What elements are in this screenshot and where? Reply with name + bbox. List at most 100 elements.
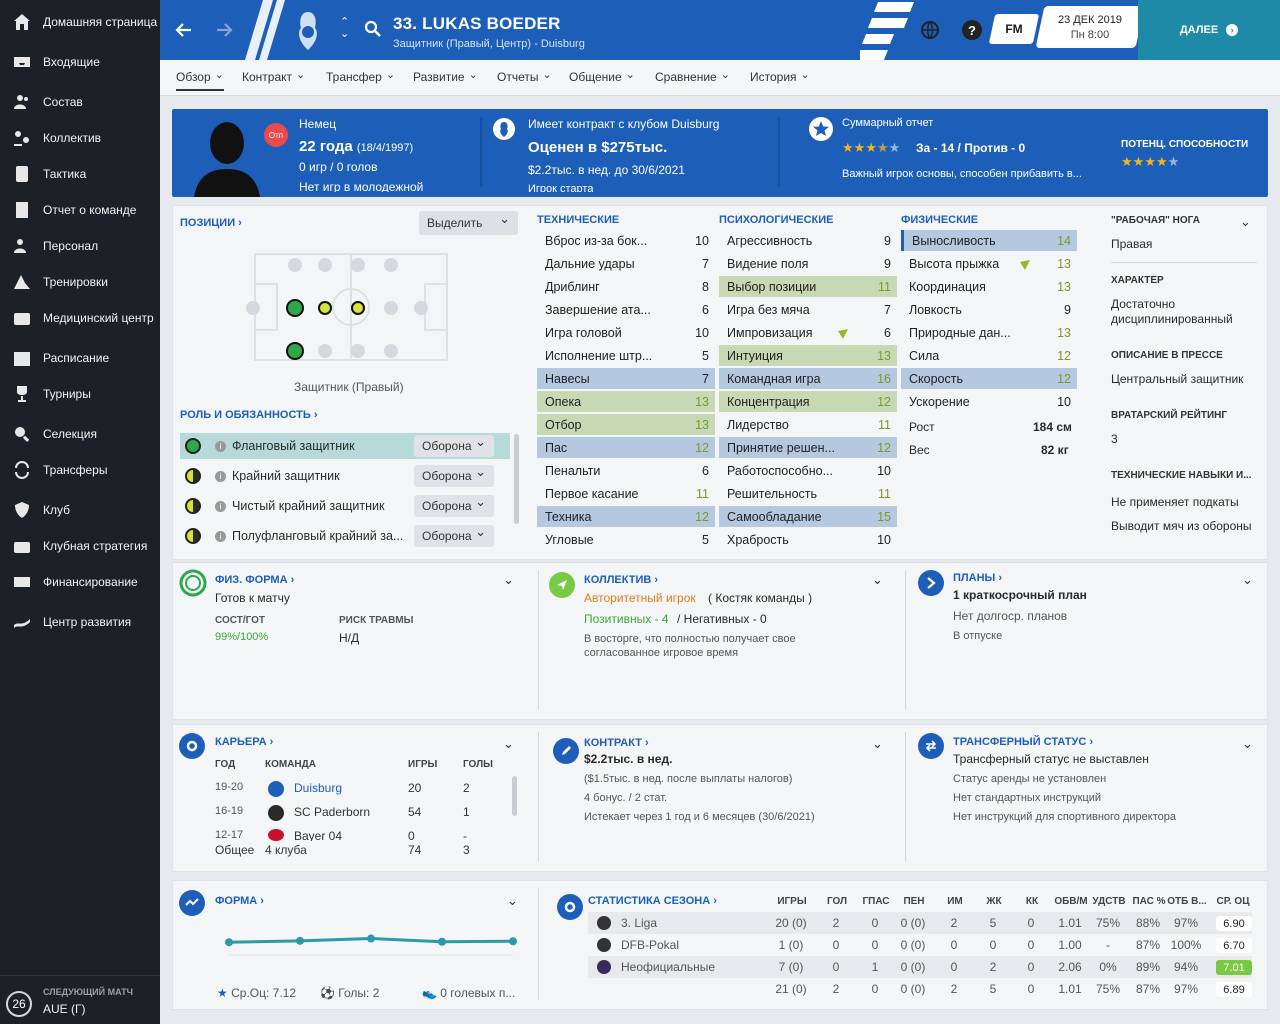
- attribute-physical[interactable]: Сила 12: [901, 345, 1077, 366]
- player-cycle-arrows[interactable]: ⌃ ⌄: [340, 16, 350, 40]
- info-icon[interactable]: i: [215, 440, 226, 452]
- info-icon[interactable]: i: [215, 500, 226, 512]
- sidebar-item-dynamics[interactable]: Коллектив: [0, 123, 160, 153]
- status-badge[interactable]: Отп: [264, 123, 288, 147]
- attribute-mental[interactable]: Лидерство 11: [719, 414, 897, 435]
- form-point[interactable]: [438, 937, 446, 946]
- sidebar-item-scouting[interactable]: Селекция: [0, 419, 160, 449]
- tab-2[interactable]: Трансфер: [326, 70, 395, 84]
- attribute-technical[interactable]: Навесы 7: [537, 368, 715, 389]
- positions-title[interactable]: ПОЗИЦИИ: [180, 217, 242, 229]
- attribute-mental[interactable]: Концентрация 12: [719, 391, 897, 412]
- season-stats-title[interactable]: СТАТИСТИКА СЕЗОНА: [588, 895, 717, 907]
- form-point[interactable]: [296, 936, 304, 945]
- attribute-physical[interactable]: Координация 13: [901, 276, 1077, 297]
- chevron-down-icon[interactable]: ⌄: [872, 736, 883, 751]
- sidebar-item-staff[interactable]: Персонал: [0, 231, 160, 261]
- sidebar-item-medical[interactable]: Медицинский центр: [0, 303, 160, 333]
- attribute-mental[interactable]: Агрессивность 9: [719, 230, 897, 251]
- sidebar-item-home[interactable]: Домашняя страница: [0, 7, 160, 37]
- attribute-technical[interactable]: Отбор 13: [537, 414, 715, 435]
- sidebar-item-tactics[interactable]: Тактика: [0, 159, 160, 189]
- season-row[interactable]: [588, 912, 1252, 934]
- sidebar-item-calendar[interactable]: Расписание: [0, 343, 160, 373]
- forward-button[interactable]: [212, 18, 236, 42]
- attribute-physical[interactable]: Природные дан... 13: [901, 322, 1077, 343]
- attribute-mental[interactable]: Командная игра 16: [719, 368, 897, 389]
- attribute-mental[interactable]: Интуиция 13: [719, 345, 897, 366]
- fitness-title[interactable]: ФИЗ. ФОРМА: [215, 574, 294, 586]
- role-row[interactable]: i Полуфланговый крайний за... Оборона: [180, 523, 510, 549]
- role-duty-select[interactable]: Оборона: [414, 494, 494, 517]
- form-point[interactable]: [509, 937, 517, 946]
- attribute-technical[interactable]: Пенальти 6: [537, 460, 715, 481]
- plans-title[interactable]: ПЛАНЫ: [953, 572, 1002, 584]
- career-title[interactable]: КАРЬЕРА: [215, 736, 273, 748]
- tab-7[interactable]: История: [750, 70, 810, 84]
- sidebar-item-development[interactable]: Центр развития: [0, 607, 160, 637]
- globe-icon[interactable]: [920, 20, 940, 40]
- attribute-technical[interactable]: Дальние удары 7: [537, 253, 715, 274]
- role-row[interactable]: i Крайний защитник Оборона: [180, 463, 510, 489]
- role-row[interactable]: i Фланговый защитник Оборона: [180, 433, 510, 459]
- attribute-mental[interactable]: Принятие решен... 12: [719, 437, 897, 458]
- attribute-technical[interactable]: Техника 12: [537, 506, 715, 527]
- attribute-mental[interactable]: Импровизация 6: [719, 322, 897, 343]
- sidebar-item-club[interactable]: Клуб: [0, 495, 160, 525]
- attribute-mental[interactable]: Игра без мяча 7: [719, 299, 897, 320]
- info-icon[interactable]: i: [215, 470, 226, 482]
- sidebar-item-transfers[interactable]: Трансферы: [0, 455, 160, 485]
- sidebar-item-report[interactable]: Отчет о команде: [0, 195, 160, 225]
- search-icon[interactable]: [364, 20, 382, 38]
- attribute-physical[interactable]: Высота прыжка 13: [901, 253, 1077, 274]
- attribute-technical[interactable]: Опека 13: [537, 391, 715, 412]
- tab-5[interactable]: Общение: [569, 70, 635, 84]
- attribute-technical[interactable]: Дриблинг 8: [537, 276, 715, 297]
- sidebar-item-squad[interactable]: Состав: [0, 87, 160, 117]
- highlight-select[interactable]: Выделить: [419, 211, 518, 235]
- attribute-mental[interactable]: Самообладание 15: [719, 506, 897, 527]
- attribute-mental[interactable]: Храбрость 10: [719, 529, 897, 550]
- next-match[interactable]: 26 СЛЕДУЮЩИЙ МАТЧ AUE (Г): [0, 975, 160, 1024]
- chevron-down-icon[interactable]: ⌄: [1240, 214, 1251, 229]
- fm-button[interactable]: FM: [1005, 22, 1023, 36]
- form-title[interactable]: ФОРМА: [215, 895, 264, 907]
- form-point[interactable]: [367, 934, 375, 943]
- attribute-mental[interactable]: Выбор позиции 11: [719, 276, 897, 297]
- tab-6[interactable]: Сравнение: [655, 70, 730, 84]
- roles-scrollbar[interactable]: [514, 434, 519, 524]
- attribute-technical[interactable]: Исполнение штр... 5: [537, 345, 715, 366]
- attribute-technical[interactable]: Первое касание 11: [537, 483, 715, 504]
- chevron-down-icon[interactable]: ⌄: [872, 572, 883, 587]
- back-button[interactable]: [172, 18, 196, 42]
- tab-3[interactable]: Развитие: [413, 70, 478, 84]
- attribute-physical[interactable]: Ускорение 10: [901, 391, 1077, 412]
- sidebar-item-trophy[interactable]: Турниры: [0, 379, 160, 409]
- role-duty-select[interactable]: Оборона: [414, 524, 494, 547]
- sidebar-item-strategy[interactable]: Клубная стратегия: [0, 531, 160, 561]
- sidebar-item-finance[interactable]: Финансирование: [0, 567, 160, 597]
- roles-title[interactable]: РОЛЬ И ОБЯЗАННОСТЬ: [180, 409, 318, 421]
- attribute-mental[interactable]: Видение поля 9: [719, 253, 897, 274]
- chevron-down-icon[interactable]: ⌄: [503, 572, 514, 587]
- date-box[interactable]: 23 ДЕК 2019 Пн 8:00: [1040, 6, 1140, 48]
- attribute-technical[interactable]: Пас 12: [537, 437, 715, 458]
- chevron-down-icon[interactable]: ⌄: [507, 893, 518, 908]
- attribute-physical[interactable]: Выносливость 14: [901, 230, 1077, 251]
- attribute-technical[interactable]: Вброс из-за бок... 10: [537, 230, 715, 251]
- chevron-down-icon[interactable]: ⌄: [503, 736, 514, 751]
- continue-button[interactable]: ДАЛЕЕ ›: [1138, 0, 1280, 60]
- form-point[interactable]: [225, 938, 233, 947]
- season-row[interactable]: [588, 956, 1252, 978]
- attribute-technical[interactable]: Угловые 5: [537, 529, 715, 550]
- tab-0[interactable]: Обзор: [176, 70, 224, 91]
- tab-1[interactable]: Контракт: [242, 70, 305, 84]
- dynamics-title[interactable]: КОЛЛЕКТИВ: [584, 574, 658, 586]
- help-icon[interactable]: ?: [962, 20, 982, 40]
- role-duty-select[interactable]: Оборона: [414, 464, 494, 487]
- attribute-technical[interactable]: Игра головой 10: [537, 322, 715, 343]
- tab-4[interactable]: Отчеты: [497, 70, 552, 84]
- transfer-title[interactable]: ТРАНСФЕРНЫЙ СТАТУС: [953, 736, 1093, 748]
- sidebar-item-training[interactable]: Тренировки: [0, 267, 160, 297]
- sidebar-item-inbox[interactable]: Входящие: [0, 47, 160, 77]
